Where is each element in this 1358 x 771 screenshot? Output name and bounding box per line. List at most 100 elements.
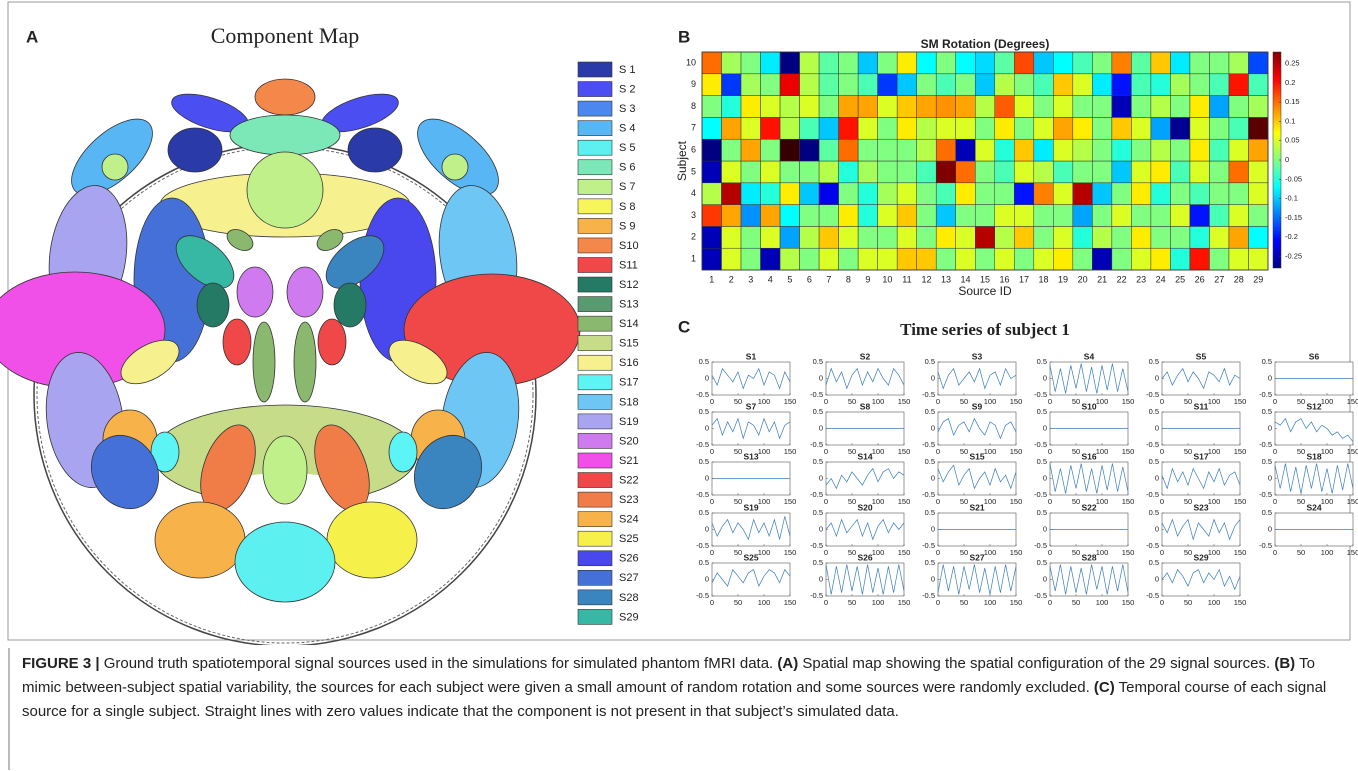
panel-label: C: [678, 317, 690, 336]
heatmap-cell: [896, 182, 917, 205]
heatmap-cell: [1053, 95, 1074, 118]
legend-swatch: [577, 569, 613, 586]
heatmap-cell: [721, 73, 742, 96]
heatmap-cell: [955, 204, 976, 227]
x-tick-label: 100: [1208, 497, 1221, 506]
figure: A Component Map S 1 S 2 S 3 S 4 S 5 S 6 S 7 S 8 S …: [0, 1, 1358, 645]
heatmap-cell: [799, 51, 820, 75]
x-tick-label: 100: [1208, 447, 1221, 456]
heatmap-cell: [818, 247, 839, 271]
heatmap-cell: [721, 117, 742, 140]
subplot-title: S12: [1306, 401, 1321, 411]
x-tick-label: 100: [1321, 397, 1334, 406]
heatmap-cell: [1170, 95, 1191, 118]
x-tick-label: 0: [710, 397, 714, 406]
y-tick-label: 0.5: [1037, 407, 1047, 416]
heatmap-cell: [1248, 117, 1269, 140]
heatmap-cell: [1209, 95, 1230, 118]
subplot-title: S4: [1084, 351, 1095, 361]
heatmap-cell: [779, 204, 800, 227]
y-tick-label: 0.5: [1037, 508, 1047, 517]
subplot-title: S2: [860, 351, 871, 361]
heatmap-cell: [779, 73, 800, 96]
heatmap-cell: [1131, 160, 1152, 184]
legend-label: S14: [619, 318, 639, 330]
heatmap-cell: [1111, 160, 1132, 184]
x-tick-label: 3: [748, 274, 753, 284]
subplot-frame: [937, 461, 1017, 496]
y-tick-label: 0: [1043, 473, 1047, 482]
heatmap-cell: [779, 51, 800, 75]
legend-swatch: [577, 296, 613, 312]
x-tick-label: 0: [824, 497, 828, 506]
heatmap-cell: [1150, 51, 1171, 75]
x-tick-label: 27: [1214, 274, 1224, 284]
x-tick-label: 150: [1347, 548, 1358, 557]
y-tick-label: -0.5: [1259, 390, 1272, 399]
heatmap-cell: [857, 95, 878, 118]
heatmap-cell: [1111, 51, 1132, 75]
y-tick-label: 4: [691, 188, 696, 198]
heatmap-cell: [1092, 138, 1113, 162]
y-tick-label: -0.5: [696, 541, 709, 550]
y-tick-label: 0: [1268, 473, 1272, 482]
x-tick-label: 100: [984, 598, 997, 607]
heatmap-cell: [935, 160, 956, 184]
x-tick-label: 150: [784, 598, 797, 607]
heatmap-cell: [1014, 247, 1035, 271]
heatmap-cell: [701, 247, 722, 271]
heatmap-cell: [974, 117, 996, 140]
subplot-frame: [937, 411, 1017, 446]
heatmap-cell: [721, 204, 742, 227]
legend-swatch: [577, 100, 613, 117]
heatmap-cell: [1189, 182, 1210, 205]
x-tick-label: 12: [921, 274, 931, 284]
heatmap-cell: [1092, 247, 1113, 271]
heatmap-cell: [1209, 117, 1230, 140]
legend-swatch: [577, 257, 613, 273]
heatmap-cell: [1131, 138, 1152, 162]
heatmap-cell: [1053, 247, 1074, 271]
heatmap-cell: [877, 117, 898, 140]
heatmap-cell: [1170, 160, 1191, 184]
x-tick-label: 100: [984, 497, 997, 506]
panel-title: Component Map: [211, 23, 360, 48]
y-tick-label: 0.5: [699, 407, 709, 416]
colorbar-tick-label: 0.05: [1285, 136, 1300, 145]
x-tick-label: 100: [1208, 397, 1221, 406]
heatmap-cell: [896, 247, 917, 271]
subplot-title: S1: [746, 351, 757, 361]
heatmap-cell: [740, 51, 761, 75]
x-tick-label: 150: [784, 497, 797, 506]
heatmap-cell: [1111, 204, 1132, 227]
subplot-title: S26: [857, 552, 872, 562]
x-tick-label: 50: [1297, 548, 1305, 557]
x-tick-label: 50: [1072, 598, 1080, 607]
component-region: [101, 153, 129, 181]
heatmap-cell: [1131, 73, 1152, 96]
y-tick-label: -0.5: [810, 440, 823, 449]
y-tick-label: 3: [691, 210, 696, 220]
y-tick-label: 2: [691, 232, 696, 242]
y-tick-label: 0.5: [925, 457, 935, 466]
legend-label: S12: [619, 279, 639, 291]
heatmap-cell: [1072, 204, 1093, 227]
heatmap-cell: [1092, 117, 1113, 140]
x-tick-label: 50: [734, 598, 742, 607]
heatmap-cell: [740, 138, 761, 162]
component-region: [326, 501, 418, 579]
legend-swatch: [577, 315, 613, 332]
component-region: [252, 321, 276, 403]
subplot-title: S15: [969, 451, 984, 461]
legend-swatch: [577, 159, 613, 176]
legend-label: S25: [619, 533, 639, 545]
component-region: [120, 339, 180, 385]
subplot-title: S18: [1306, 451, 1321, 461]
legend-label: S18: [619, 396, 639, 408]
y-tick-label: 1: [691, 253, 696, 263]
y-tick-label: 0.5: [925, 407, 935, 416]
x-tick-label: 100: [1096, 548, 1109, 557]
x-tick-label: 100: [758, 397, 771, 406]
heatmap-cell: [838, 51, 859, 75]
heatmap-cell: [721, 138, 742, 162]
